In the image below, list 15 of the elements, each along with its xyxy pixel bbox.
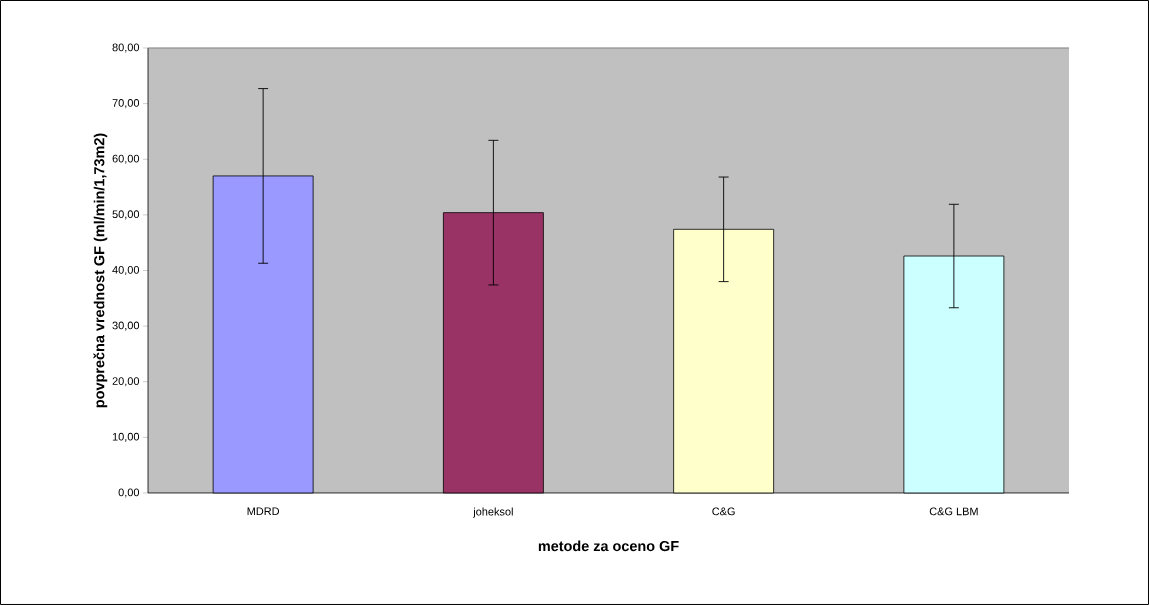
x-tick-label: C&G	[712, 507, 735, 516]
y-tick-label: 0,00	[118, 488, 140, 498]
y-tick-label: 50,00	[112, 210, 140, 220]
y-tick-label: 10,00	[112, 432, 140, 442]
y-tick-label: 70,00	[112, 99, 140, 109]
y-tick-label: 20,00	[112, 377, 140, 387]
x-tick-label: MDRD	[247, 507, 280, 516]
y-tick-label: 30,00	[112, 321, 140, 331]
y-axis-title: povprečna vrednost GF (ml/min/1,73m2)	[93, 133, 108, 408]
y-tick-label: 40,00	[112, 265, 140, 276]
y-tick-label: 60,00	[112, 154, 140, 164]
x-axis-title: metode za oceno GF	[538, 540, 679, 552]
x-tick-label: joheksol	[473, 507, 513, 518]
x-tick-label: C&G LBM	[929, 507, 978, 516]
y-tick-label: 80,00	[112, 43, 140, 53]
